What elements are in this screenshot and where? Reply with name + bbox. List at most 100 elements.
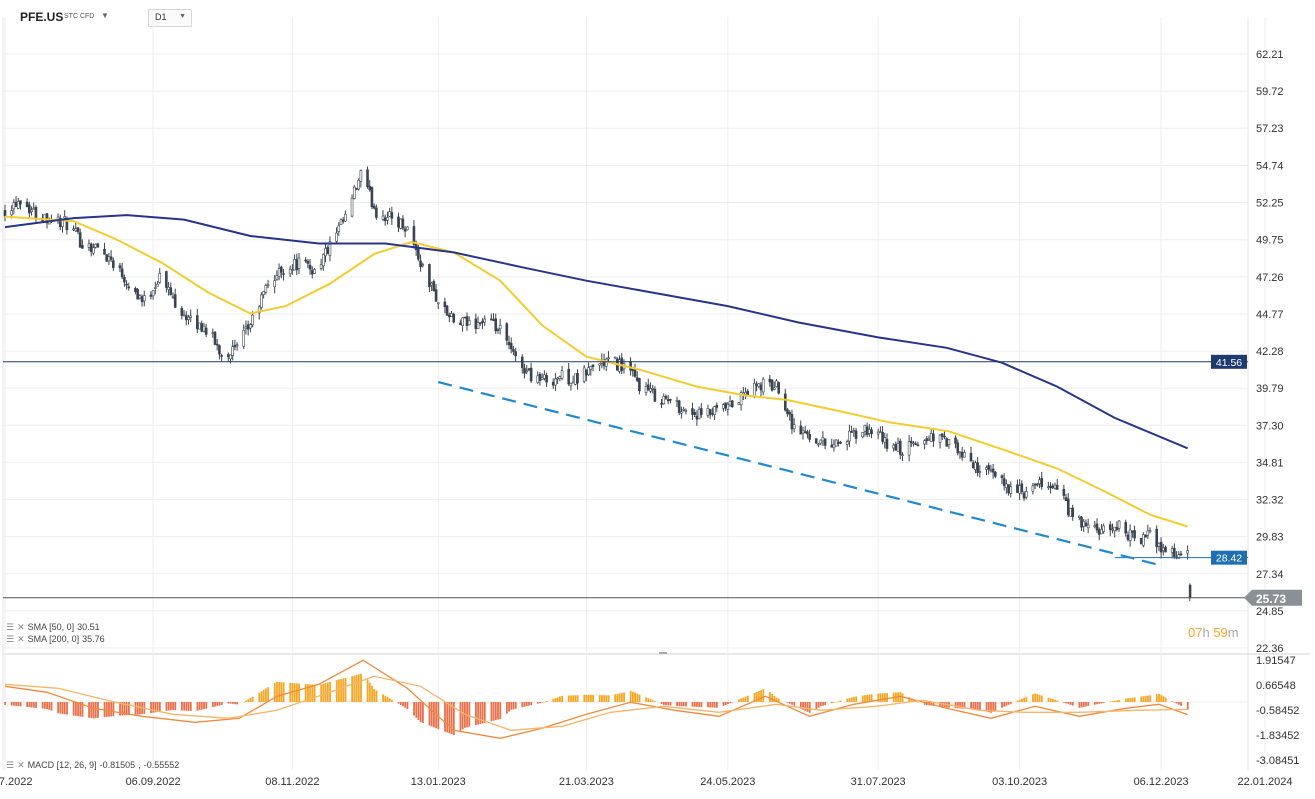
candle-body (989, 469, 993, 472)
candle-body (753, 383, 756, 397)
candle-body (540, 377, 544, 380)
macd-histogram-bar (430, 701, 433, 727)
trendline[interactable] (437, 381, 1162, 567)
candle-body (467, 320, 471, 326)
macd-histogram-bar (508, 701, 510, 712)
macd-label: MACD [12, 26, 9] (27, 760, 97, 770)
macd-histogram-bar (220, 701, 223, 705)
menu-icon[interactable]: ☰ (6, 634, 15, 644)
timeframe-select[interactable]: D1 ▼ (148, 9, 192, 27)
macd-histogram-bar (645, 697, 648, 702)
candle-body (171, 296, 175, 298)
macd-histogram-bar (724, 701, 727, 705)
macd-histogram-bar (636, 693, 639, 702)
macd-histogram-bar (415, 701, 418, 718)
candle-body (196, 315, 199, 330)
candle-body (428, 264, 431, 288)
candle-body (326, 247, 330, 255)
macd-histogram-bar (26, 701, 29, 708)
candle-body (879, 431, 882, 434)
candle-body (923, 440, 926, 445)
macd-histogram-bar (589, 694, 592, 702)
candle-body (260, 294, 263, 308)
macd-histogram-bar (351, 676, 354, 702)
close-icon[interactable]: ✕ (17, 634, 25, 644)
candle-body (943, 435, 946, 438)
candle-body (693, 412, 696, 415)
candle-body (868, 429, 871, 434)
macd-histogram-bar (28, 701, 31, 708)
candle-body (604, 358, 608, 367)
macd-histogram-bar (585, 694, 588, 702)
candle-body (235, 344, 239, 347)
menu-icon[interactable]: ☰ (6, 622, 15, 632)
macd-histogram-bar (932, 701, 935, 706)
macd-histogram-bar (972, 701, 975, 710)
chevron-down-icon: ▼ (179, 13, 186, 20)
macd-histogram-bar (567, 695, 570, 702)
candle-body (932, 433, 935, 442)
close-icon[interactable]: ✕ (17, 760, 25, 770)
candle-body (848, 430, 851, 442)
candle-body (105, 254, 108, 262)
candle-body (1162, 547, 1165, 551)
macd-histogram-bar (715, 701, 718, 708)
macd-histogram-bar (165, 701, 168, 711)
macd-histogram-bar (799, 701, 802, 709)
menu-icon[interactable]: ☰ (6, 760, 15, 770)
candle-body (390, 212, 394, 219)
macd-histogram-bar (853, 696, 855, 702)
macd-histogram-bar (452, 701, 455, 736)
candle-body (759, 384, 763, 391)
candle-body (63, 216, 66, 219)
chart-toolbar: PFE.US STC CFD ▼ D1 ▼ (0, 0, 260, 30)
macd-histogram-bar (698, 701, 701, 707)
candle-body (1055, 484, 1059, 490)
candle-body (963, 452, 966, 458)
macd-histogram-bar (634, 692, 636, 702)
macd-histogram-bar (583, 694, 586, 702)
level-high-label: 41.56 (1216, 357, 1242, 369)
candle-body (1078, 515, 1081, 518)
candle-body (569, 382, 573, 387)
sma200-label: SMA [200, 0] (27, 634, 80, 644)
candle-body (1084, 522, 1088, 527)
macd-histogram-bar (304, 684, 307, 702)
countdown-minutes-unit: m (1227, 625, 1239, 640)
macd-histogram-bar (545, 701, 548, 702)
macd-histogram-bar (987, 701, 990, 713)
macd-histogram-bar (1164, 697, 1167, 702)
candle-body (184, 315, 188, 321)
macd-histogram-bar (198, 701, 201, 711)
countdown-hours-unit: h (1202, 625, 1210, 640)
macd-histogram-bar (877, 693, 880, 702)
macd-histogram-bar (974, 701, 977, 710)
macd-histogram-bar (939, 701, 942, 707)
symbol-name[interactable]: PFE.US (20, 10, 64, 24)
candle-body (925, 438, 929, 441)
macd-histogram-bar (866, 694, 869, 702)
candle-body (3, 210, 7, 217)
macd-histogram-bar (406, 701, 409, 709)
close-icon[interactable]: ✕ (17, 622, 25, 632)
macd-histogram-bar (846, 698, 849, 702)
chevron-down-icon[interactable]: ▼ (101, 11, 109, 20)
candle-body (1115, 526, 1119, 531)
macd-histogram-bar (817, 701, 820, 708)
macd-histogram-bar (592, 694, 594, 702)
macd-histogram-bar (59, 701, 62, 714)
macd-histogram-bar (806, 701, 809, 712)
candle-body (293, 258, 296, 271)
candle-body (1155, 528, 1158, 548)
candle-body (1005, 483, 1008, 489)
candle-body (107, 256, 111, 262)
macd-histogram-bar (280, 682, 283, 702)
candle-body (436, 302, 440, 305)
macd-histogram-bar (77, 701, 79, 717)
candle-body (567, 368, 570, 385)
macd-histogram-bar (134, 701, 137, 715)
candle-body (452, 313, 456, 323)
macd-histogram-bar (1067, 701, 1070, 705)
candle-body (538, 374, 542, 381)
